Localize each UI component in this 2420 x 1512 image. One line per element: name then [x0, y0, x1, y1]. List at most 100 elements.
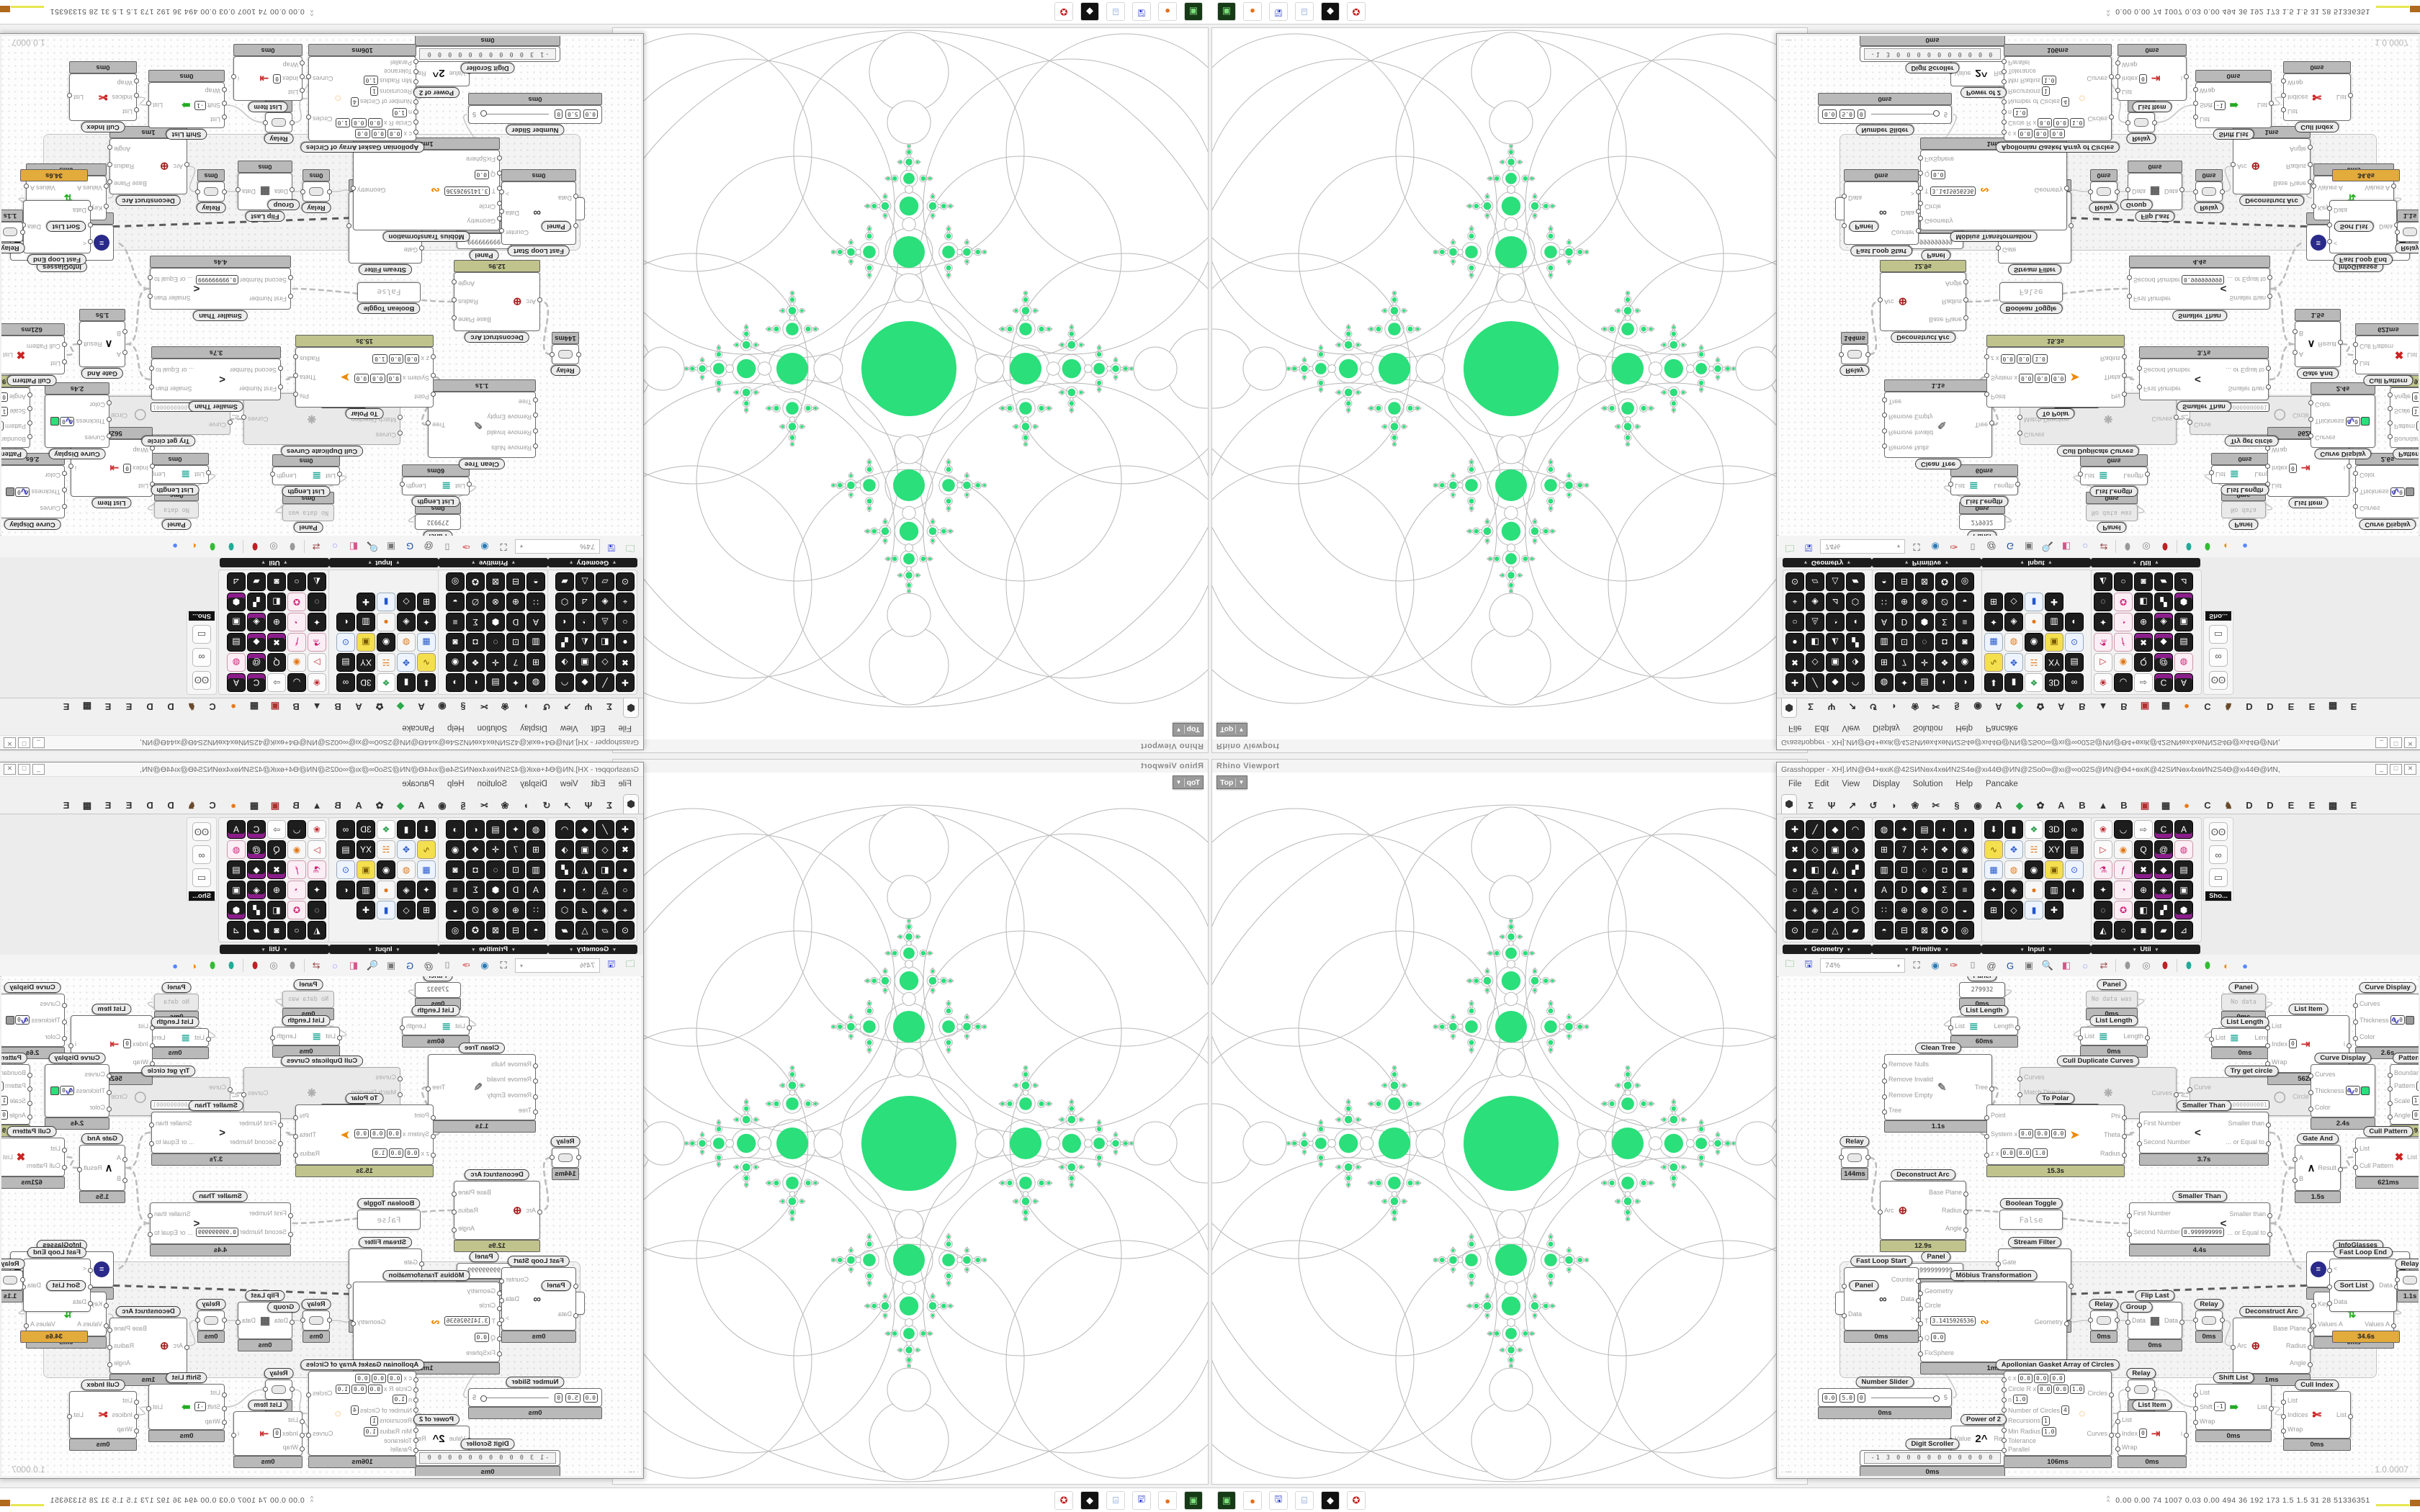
input-grip[interactable]	[2193, 1406, 2198, 1411]
value-chip[interactable]: 1.0	[2345, 1086, 2360, 1096]
open-file-icon[interactable]: 🗀	[1785, 958, 1795, 969]
component-apollonian[interactable]: c x 0.0 0.0 0.0 Circle R x 0.0 0.0 1.0 n 1.0 Numbe…	[306, 56, 418, 141]
output-grip[interactable]	[2015, 482, 2020, 487]
palette-icon[interactable]: ●	[377, 613, 395, 631]
output-grip[interactable]	[2122, 392, 2127, 397]
input-grip[interactable]	[2002, 120, 2007, 125]
tab-icon[interactable]: ↗	[1848, 701, 1857, 712]
palette-icon[interactable]: ƒ	[287, 860, 306, 879]
component-deconarc2[interactable]: Arc ⊕ Base Plane Radius Angle	[107, 138, 189, 194]
input-grip[interactable]	[2017, 431, 2022, 436]
component-label[interactable]: Relay	[2194, 1299, 2224, 1310]
input-grip[interactable]	[2127, 1232, 2132, 1237]
component-label[interactable]: Relay	[1839, 365, 1870, 376]
tab-icon[interactable]: D	[2267, 701, 2274, 712]
palette-icon[interactable]: ◈	[2004, 613, 2023, 631]
tab-icon[interactable]: ◉	[438, 701, 447, 712]
component-ll1[interactable]: List ≣ Length	[400, 1017, 472, 1035]
taskbar-app-icon[interactable]: ⌸	[1295, 2, 1314, 21]
palette-icon[interactable]: 3D	[357, 673, 375, 692]
input-grip[interactable]	[2327, 238, 2332, 244]
palette-icon[interactable]: ▥	[526, 860, 545, 879]
input-grip[interactable]	[2002, 79, 2007, 84]
input-grip[interactable]	[537, 297, 542, 302]
value-chip[interactable]: 1.0	[2042, 1426, 2057, 1436]
input-grip[interactable]	[467, 482, 472, 487]
slider-knob[interactable]	[1932, 1395, 1940, 1402]
input-grip[interactable]	[2388, 1072, 2393, 1078]
palette-icon[interactable]: ⊟	[1895, 921, 1914, 940]
output-grip[interactable]	[2266, 384, 2271, 390]
output-grip[interactable]	[346, 1284, 351, 1289]
output-grip[interactable]	[2064, 1321, 2069, 1326]
component-label[interactable]: Fast Loop Start	[1850, 1256, 1912, 1266]
palette-icon[interactable]: ✪	[2114, 593, 2133, 611]
maximize-button[interactable]: □	[18, 737, 30, 748]
output-grip[interactable]	[426, 420, 431, 426]
input-grip[interactable]	[497, 1305, 502, 1311]
palette-icon[interactable]: ⊗	[1915, 593, 1934, 611]
toolbar-icon[interactable]: ●	[172, 960, 178, 971]
input-grip[interactable]	[2002, 59, 2007, 64]
node-canvas[interactable]: Panel2799320msList LengthList≣Length60ms…	[1, 36, 641, 536]
component-shiftlist[interactable]: List Shift -1 Wrap ➠ List	[2193, 82, 2274, 128]
component-label[interactable]: Relay	[264, 1368, 294, 1379]
value-chip[interactable]: 0	[123, 1039, 131, 1049]
tab-icon[interactable]: ◗	[523, 800, 529, 811]
palette-icon[interactable]: ◇	[2004, 901, 2023, 919]
palette-icon[interactable]: ◆	[247, 633, 266, 652]
tab-icon[interactable]: ✿	[375, 800, 384, 811]
palette-icon[interactable]: ▥	[357, 881, 375, 899]
component-relay11[interactable]	[2395, 1270, 2419, 1290]
taskbar-app-icon[interactable]: ◆	[1321, 1491, 1340, 1510]
tab-icon[interactable]: ❀	[501, 701, 509, 712]
input-grip[interactable]	[337, 1035, 342, 1040]
component-label[interactable]: Relay	[301, 1299, 331, 1310]
save-file-icon[interactable]: 🖫	[1804, 958, 1813, 969]
palette-icon[interactable]: ▦	[417, 633, 436, 652]
palette-icon[interactable]: D	[1895, 613, 1914, 631]
component-label[interactable]: List Length	[151, 485, 200, 495]
component-label[interactable]: Panel	[541, 221, 571, 232]
slider-knob[interactable]	[1932, 110, 1940, 117]
palette-icon[interactable]: D	[506, 613, 525, 631]
component-cullpattern[interactable]: List Cull Pattern ✖ List	[2353, 336, 2419, 374]
output-grip[interactable]	[1989, 420, 1994, 426]
palette-icon[interactable]: ◔	[2114, 613, 2133, 631]
toolbar-icon[interactable]: ⬮	[2204, 541, 2211, 552]
input-grip[interactable]	[1918, 155, 1923, 161]
palette-icon[interactable]: Σ	[1935, 613, 1954, 631]
input-grip[interactable]	[2353, 1148, 2358, 1153]
show-panel-icon[interactable]: ʘʘ	[192, 822, 211, 841]
color-swatch[interactable]	[2406, 1016, 2414, 1025]
toolbar-icon[interactable]: 🔍	[366, 960, 379, 971]
input-grip[interactable]	[2078, 472, 2083, 477]
tab-icon[interactable]: ▲	[312, 800, 322, 811]
palette-icon[interactable]: ◓	[526, 572, 545, 591]
palette-icon[interactable]: ◒	[1955, 593, 1974, 611]
toolbar-icon[interactable]: ◧	[2061, 541, 2071, 552]
palette-icon[interactable]: ◙	[1955, 860, 1974, 879]
palette-icon[interactable]: ⬗	[555, 840, 574, 859]
palette-footer-util[interactable]: ▾ Util ▾	[2091, 558, 2200, 567]
input-grip[interactable]	[1984, 1134, 1989, 1139]
input-grip[interactable]	[431, 392, 436, 397]
taskbar-app-icon[interactable]: ⌸	[1106, 1491, 1125, 1510]
tab-icon[interactable]: Σ	[1808, 701, 1814, 712]
component-booltoggle[interactable]: False	[1999, 1210, 2063, 1230]
palette-icon[interactable]: ●	[2025, 881, 2043, 899]
component-label[interactable]: Relay	[550, 365, 581, 376]
component-label[interactable]: Boolean Toggle	[357, 303, 421, 314]
tab-icon[interactable]: ◆	[397, 701, 404, 712]
tab-icon[interactable]: ✂	[480, 800, 488, 811]
toolbar-icon[interactable]: ○	[332, 541, 338, 552]
tab-icon[interactable]: ◆	[2016, 701, 2023, 712]
palette-icon[interactable]: ◔	[575, 613, 594, 631]
output-grip[interactable]	[2064, 186, 2069, 191]
component-label[interactable]: Gate And	[2297, 1133, 2339, 1144]
tab-icon[interactable]: ♞	[2224, 800, 2233, 811]
component-label[interactable]: Apollonian Gasket Array of Circles	[1995, 1359, 2120, 1370]
viewport-mode-button[interactable]: Top ▼	[1216, 775, 1248, 789]
zoom-level-field[interactable]: 74% ▾	[515, 958, 600, 973]
